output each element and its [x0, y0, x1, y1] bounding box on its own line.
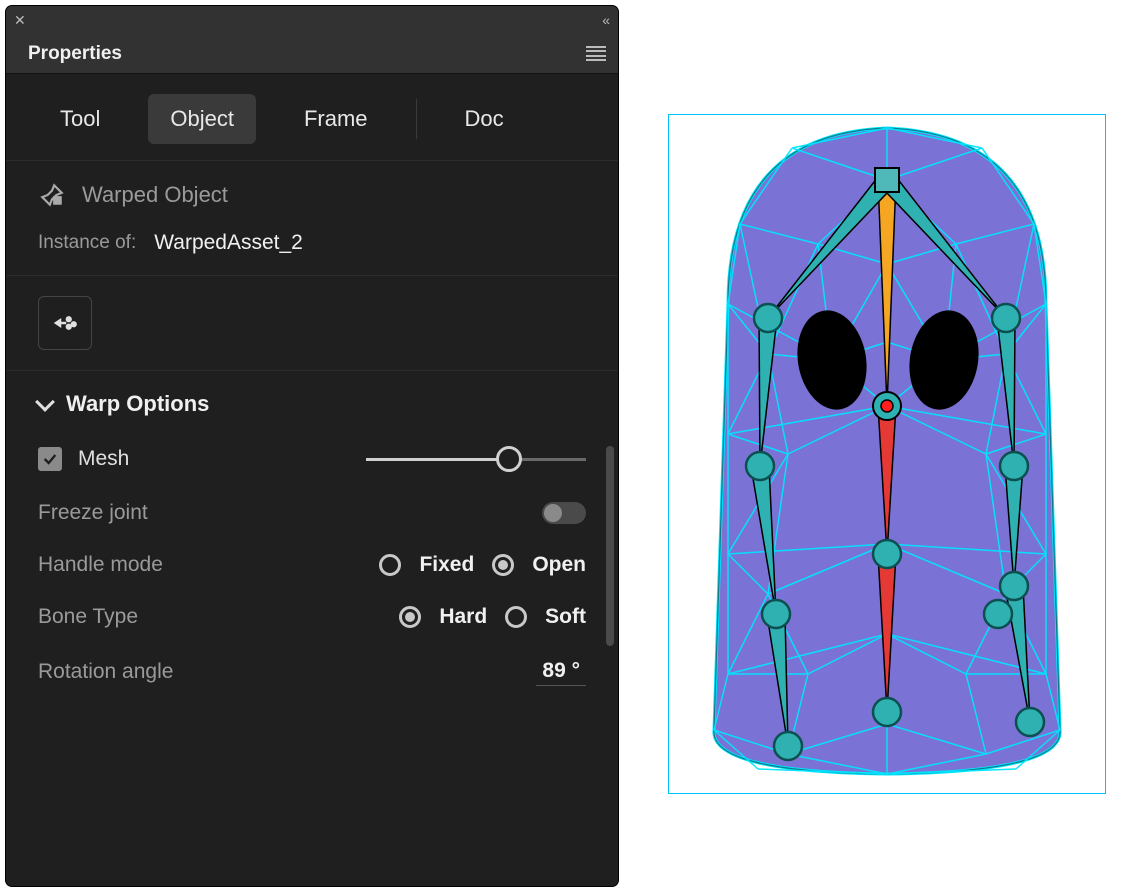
bone-type-row: Bone Type Hard Soft [38, 605, 586, 629]
bone-type-soft-label: Soft [545, 605, 586, 629]
panel-titlebar: ✕ « [6, 6, 618, 34]
rotation-angle-label: Rotation angle [38, 660, 173, 684]
handle-mode-label: Handle mode [38, 553, 163, 577]
freeze-joint-label: Freeze joint [38, 501, 148, 525]
properties-tab[interactable]: Properties [18, 37, 132, 71]
warp-options-header[interactable]: Warp Options [38, 391, 586, 417]
instance-of-label: Instance of: [38, 232, 136, 254]
close-icon[interactable]: ✕ [14, 12, 26, 29]
mesh-row: Mesh [38, 445, 586, 473]
bone-type-hard-label: Hard [439, 605, 487, 629]
subtab-tool[interactable]: Tool [38, 94, 122, 144]
mesh-label: Mesh [78, 447, 129, 471]
subtab-divider [416, 99, 417, 139]
swap-symbol-button[interactable] [38, 296, 92, 350]
handle-mode-open-radio[interactable] [492, 554, 514, 576]
collapse-icon[interactable]: « [602, 12, 610, 28]
handle-mode-row: Handle mode Fixed Open [38, 553, 586, 577]
swap-section [6, 276, 618, 371]
freeze-joint-row: Freeze joint [38, 501, 586, 525]
mesh-checkbox[interactable] [38, 447, 62, 471]
scrollbar[interactable] [606, 446, 614, 646]
bone-type-label: Bone Type [38, 605, 138, 629]
freeze-joint-toggle[interactable] [542, 502, 586, 524]
properties-panel: ✕ « Properties Tool Object Frame Doc War… [6, 6, 618, 886]
subtab-row: Tool Object Frame Doc [6, 74, 618, 161]
rotation-angle-row: Rotation angle 89 ° [38, 657, 586, 686]
panel-menu-icon[interactable] [586, 46, 606, 62]
bone-type-soft-radio[interactable] [505, 606, 527, 628]
pin-icon [38, 181, 66, 209]
object-type-label: Warped Object [82, 182, 228, 208]
rotation-angle-value[interactable]: 89 ° [536, 657, 586, 686]
warp-options-title: Warp Options [66, 391, 209, 417]
panel-tab-row: Properties [6, 34, 618, 74]
instance-name-value[interactable]: WarpedAsset_2 [154, 231, 303, 255]
toggle-knob [544, 504, 562, 522]
subtab-object[interactable]: Object [148, 94, 256, 144]
warp-options-section: Warp Options Mesh Freeze joint Handle mo… [6, 371, 618, 734]
subtab-doc[interactable]: Doc [443, 94, 526, 144]
slider-thumb[interactable] [496, 446, 522, 472]
mesh-density-slider[interactable] [366, 445, 586, 473]
handle-mode-fixed-radio[interactable] [379, 554, 401, 576]
bone-type-hard-radio[interactable] [399, 606, 421, 628]
handle-mode-open-label: Open [532, 553, 586, 577]
warped-object-canvas[interactable] [668, 114, 1106, 794]
handle-mode-fixed-label: Fixed [419, 553, 474, 577]
object-info-section: Warped Object Instance of: WarpedAsset_2 [6, 161, 618, 276]
mesh-diagram[interactable] [668, 114, 1106, 794]
chevron-down-icon [35, 392, 55, 412]
subtab-frame[interactable]: Frame [282, 94, 390, 144]
